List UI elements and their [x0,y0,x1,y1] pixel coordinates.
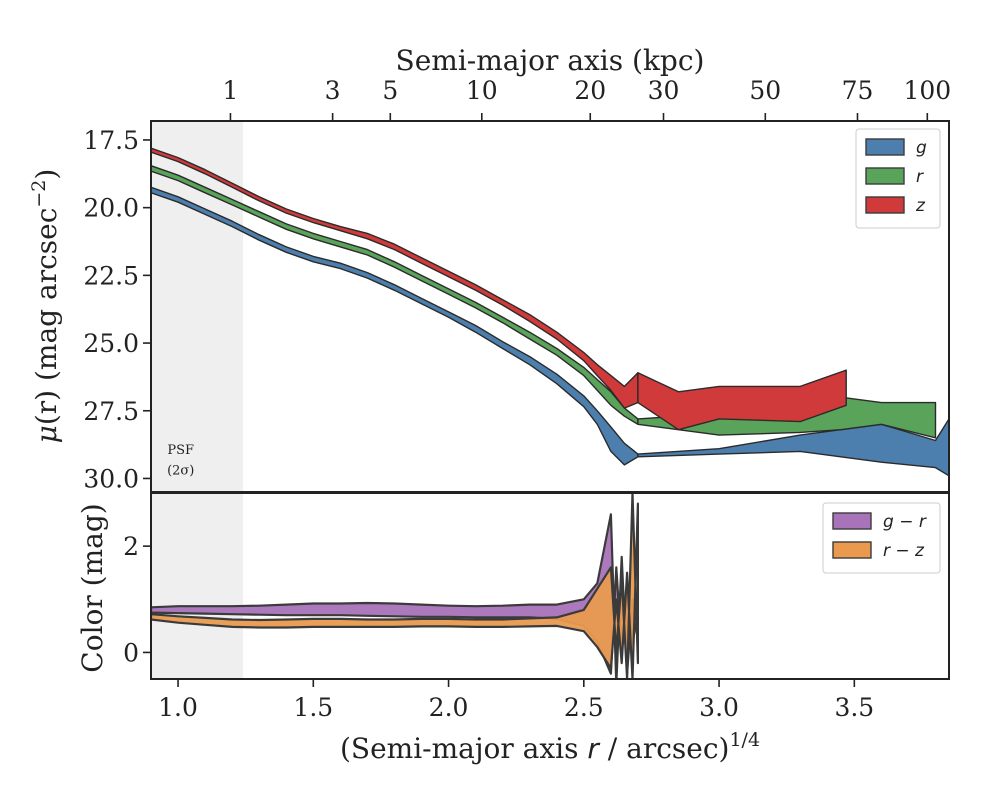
bottom-panel-frame [150,492,950,680]
top-x-tick-label: 1 [222,76,238,105]
legend-label: g [916,138,927,158]
top-axis-title: Semi-major axis (kpc) [396,44,705,77]
bottom-x-tick-label: 3.5 [834,693,874,722]
band-tail-g [637,418,949,477]
top-y-tick-label: 17.5 [83,126,139,155]
top-x-tick-label: 75 [842,76,874,105]
top-y-tick-label: 25.0 [83,329,139,358]
top-x-tick-label: 50 [749,76,781,105]
band-tail-z [637,369,847,431]
tick-marks [143,113,929,687]
top-y-tick-label: 22.5 [83,261,139,290]
color-band-1 [151,493,639,679]
bottom-panel-bands [151,493,639,679]
bottom-x-tick-label: 1.0 [158,693,198,722]
legend-swatch [865,196,905,214]
psf-label-line1: PSF [167,443,194,458]
top-y-tick-label: 27.5 [83,397,139,426]
legend-swatch [865,138,905,156]
top-x-tick-label: 100 [903,76,951,105]
bottom-x-tick-label: 3.0 [699,693,739,722]
legend-label: g − r [883,512,927,532]
bottom-x-tick-label: 1.5 [293,693,333,722]
psf-label-line2: (2σ) [167,463,194,478]
legend-label: z [915,196,926,216]
legend-swatch [832,512,872,530]
bottom-y-axis-title: Color (mag) [76,503,109,672]
top-y-tick-label: 20.0 [83,194,139,223]
top-x-tick-label: 5 [382,76,398,105]
legend-swatch [865,167,905,185]
top-x-tick-label: 10 [466,76,498,105]
top-x-tick-label: 20 [574,76,606,105]
bottom-x-tick-label: 2.0 [429,693,469,722]
psf-region-bottom [151,493,243,679]
legend-label: r [916,167,924,187]
legend-swatch [832,541,872,559]
top-x-tick-label: 3 [325,76,341,105]
bottom-axis-title: (Semi-major axis r / arcsec)1/4 [340,729,760,765]
legends: grz g − r r − z [822,128,941,574]
top-x-tick-label: 30 [648,76,680,105]
bottom-y-tick-label: 0 [123,638,139,667]
bottom-y-tick-label: 2 [123,532,139,561]
top-y-tick-label: 30.0 [83,464,139,493]
tick-labels: 17.520.022.525.027.530.01 3 5 10 20 30 50 75 100… [83,76,951,722]
top-y-axis-title: μ(r) (mag arcsec−2) [28,169,63,444]
bottom-x-tick-label: 2.5 [564,693,604,722]
legend-label: r − z [883,541,925,561]
top-panel-bands [151,147,949,477]
